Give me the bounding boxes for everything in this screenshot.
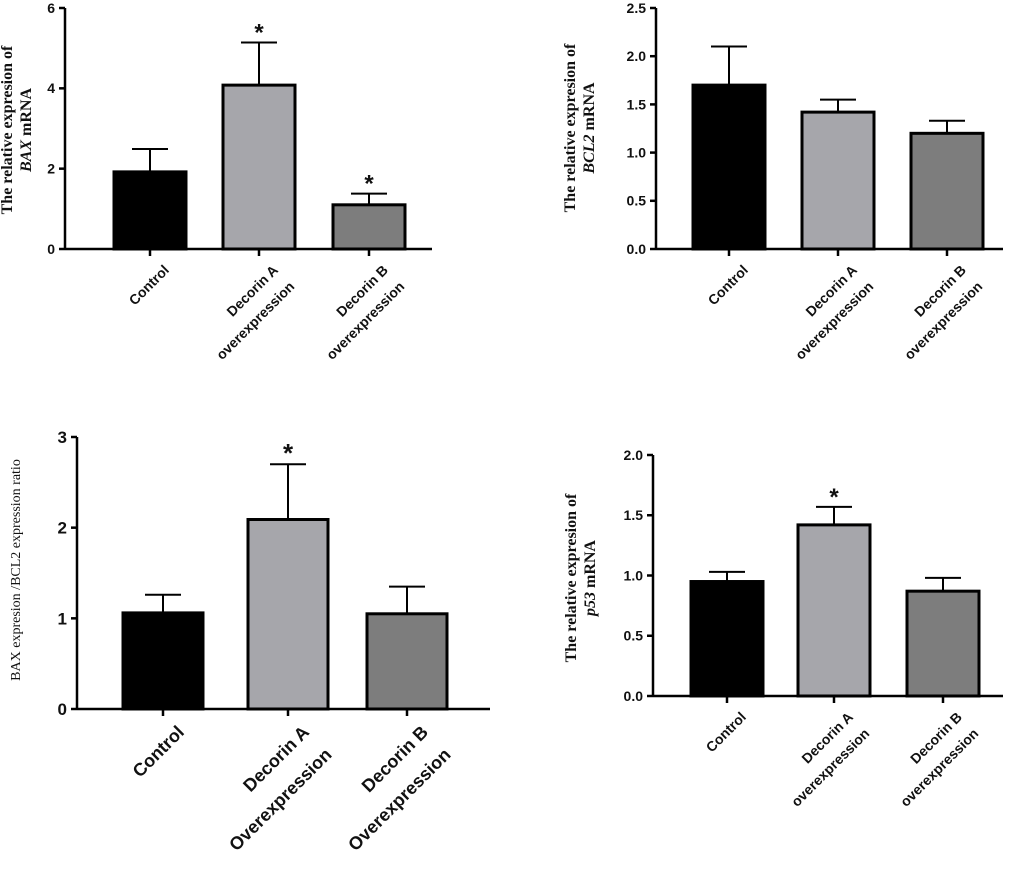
y-axis-title: The relative expresion of BCL2 mRNA (562, 43, 598, 212)
significance-star: * (829, 484, 839, 511)
chart-bax: 0 2 4 6 Control * Decorin Aoverexpression * Deco… (0, 0, 432, 363)
significance-star: * (364, 171, 374, 198)
y-axis-title-gene: BAX (18, 140, 35, 173)
category-label: Decorin Boverexpression (881, 709, 982, 810)
category-label-line: Control (129, 722, 188, 781)
y-tick-label: 2 (47, 161, 55, 177)
bar (331, 203, 407, 251)
bar (365, 612, 449, 711)
y-tick-label: 1.0 (624, 567, 644, 583)
significance-star: * (254, 20, 264, 47)
category-label: Decorin Aoverexpression (197, 262, 298, 363)
y-axis-title: BAX expresion /BCL2 expression ratio (9, 459, 24, 681)
category-label: Control (703, 709, 750, 756)
y-tick-label: 6 (47, 0, 55, 16)
bar (221, 83, 297, 251)
bar (800, 110, 876, 251)
y-tick-label: 0.5 (627, 193, 647, 209)
y-axis-title-gene: p53 (582, 592, 599, 618)
category-label: Control (705, 262, 752, 309)
significance-star: * (283, 438, 294, 468)
category-label: Decorin Aoverexpression (772, 709, 873, 810)
bar (689, 580, 765, 698)
bar (691, 83, 767, 251)
y-tick-label: 0.0 (624, 688, 644, 704)
y-axis-title-suffix: mRNA (581, 82, 598, 134)
y-tick-label: 0.5 (624, 628, 644, 644)
y-tick-label: 0 (47, 241, 55, 257)
y-axis-title-line1: The relative expresion of (562, 43, 579, 212)
y-axis-title-line1: The relative expresion of (563, 493, 580, 662)
y-axis-title-suffix: mRNA (18, 88, 35, 140)
category-label: Control (129, 722, 188, 781)
y-axis-title-suffix: mRNA (582, 540, 599, 592)
chart-p53: 0.0 0.5 1.0 1.5 2.0 Control * Decorin Aoverexpr… (563, 447, 1003, 810)
y-tick-label: 0 (58, 700, 67, 719)
chart-bcl2: 0.0 0.5 1.0 1.5 2.0 2.5 Control Decorin Aoverex… (562, 0, 1003, 363)
bar (112, 170, 188, 251)
y-tick-label: 2 (58, 519, 67, 538)
y-axis-title-gene: BCL2 (581, 134, 598, 174)
category-label-line: Control (705, 262, 752, 309)
y-tick-label: 1.5 (627, 96, 647, 112)
category-label-line: Control (126, 262, 173, 309)
bar (909, 131, 985, 251)
category-label: Decorin Aoverexpression (776, 262, 877, 363)
bar (121, 611, 205, 711)
y-tick-label: 1.0 (627, 145, 647, 161)
y-axis-title: The relative expresion of p53 mRNA (563, 493, 599, 662)
y-tick-label: 2.0 (627, 48, 647, 64)
chart-ratio: 0 1 2 3 Control * Decorin AOverexpression Decor… (9, 428, 490, 855)
y-tick-label: 0.0 (627, 241, 647, 257)
y-tick-label: 1 (58, 609, 67, 628)
y-tick-label: 1.5 (624, 507, 644, 523)
bar (796, 523, 872, 698)
bar (905, 589, 981, 698)
category-label: Control (126, 262, 173, 309)
y-axis-title: The relative expresion of BAX mRNA (0, 45, 35, 214)
category-label: Decorin Boverexpression (307, 262, 408, 363)
category-label: Decorin Boverexpression (885, 262, 986, 363)
bar (246, 518, 330, 711)
category-label: Decorin AOverexpression (203, 722, 336, 855)
category-label-line: Control (703, 709, 750, 756)
y-tick-label: 4 (47, 80, 55, 96)
y-axis-title-line1: The relative expresion of (0, 45, 16, 214)
y-tick-label: 3 (58, 428, 67, 447)
category-label: Decorin BOverexpression (322, 722, 455, 855)
y-tick-label: 2.0 (624, 447, 644, 463)
y-tick-label: 2.5 (627, 0, 647, 16)
